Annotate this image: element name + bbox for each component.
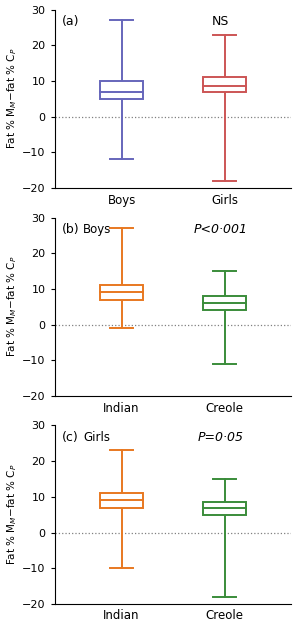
Text: Girls: Girls: [83, 431, 110, 444]
Bar: [203, 77, 246, 92]
Text: P=0·05: P=0·05: [198, 431, 244, 444]
Y-axis label: Fat % M$_M$$-$fat % C$_P$: Fat % M$_M$$-$fat % C$_P$: [6, 464, 19, 565]
Text: (a): (a): [62, 15, 79, 28]
Bar: [100, 493, 143, 507]
Text: P<0·001: P<0·001: [193, 223, 247, 236]
Text: (c): (c): [62, 431, 78, 444]
Text: Boys: Boys: [83, 223, 111, 236]
Y-axis label: Fat % M$_M$$-$fat % C$_P$: Fat % M$_M$$-$fat % C$_P$: [6, 256, 19, 357]
Text: (b): (b): [62, 223, 79, 236]
Text: NS: NS: [212, 15, 229, 28]
Bar: [203, 502, 246, 515]
Bar: [100, 285, 143, 300]
Bar: [100, 81, 143, 99]
Bar: [203, 296, 246, 310]
Y-axis label: Fat % M$_M$$-$fat % C$_P$: Fat % M$_M$$-$fat % C$_P$: [6, 48, 19, 149]
